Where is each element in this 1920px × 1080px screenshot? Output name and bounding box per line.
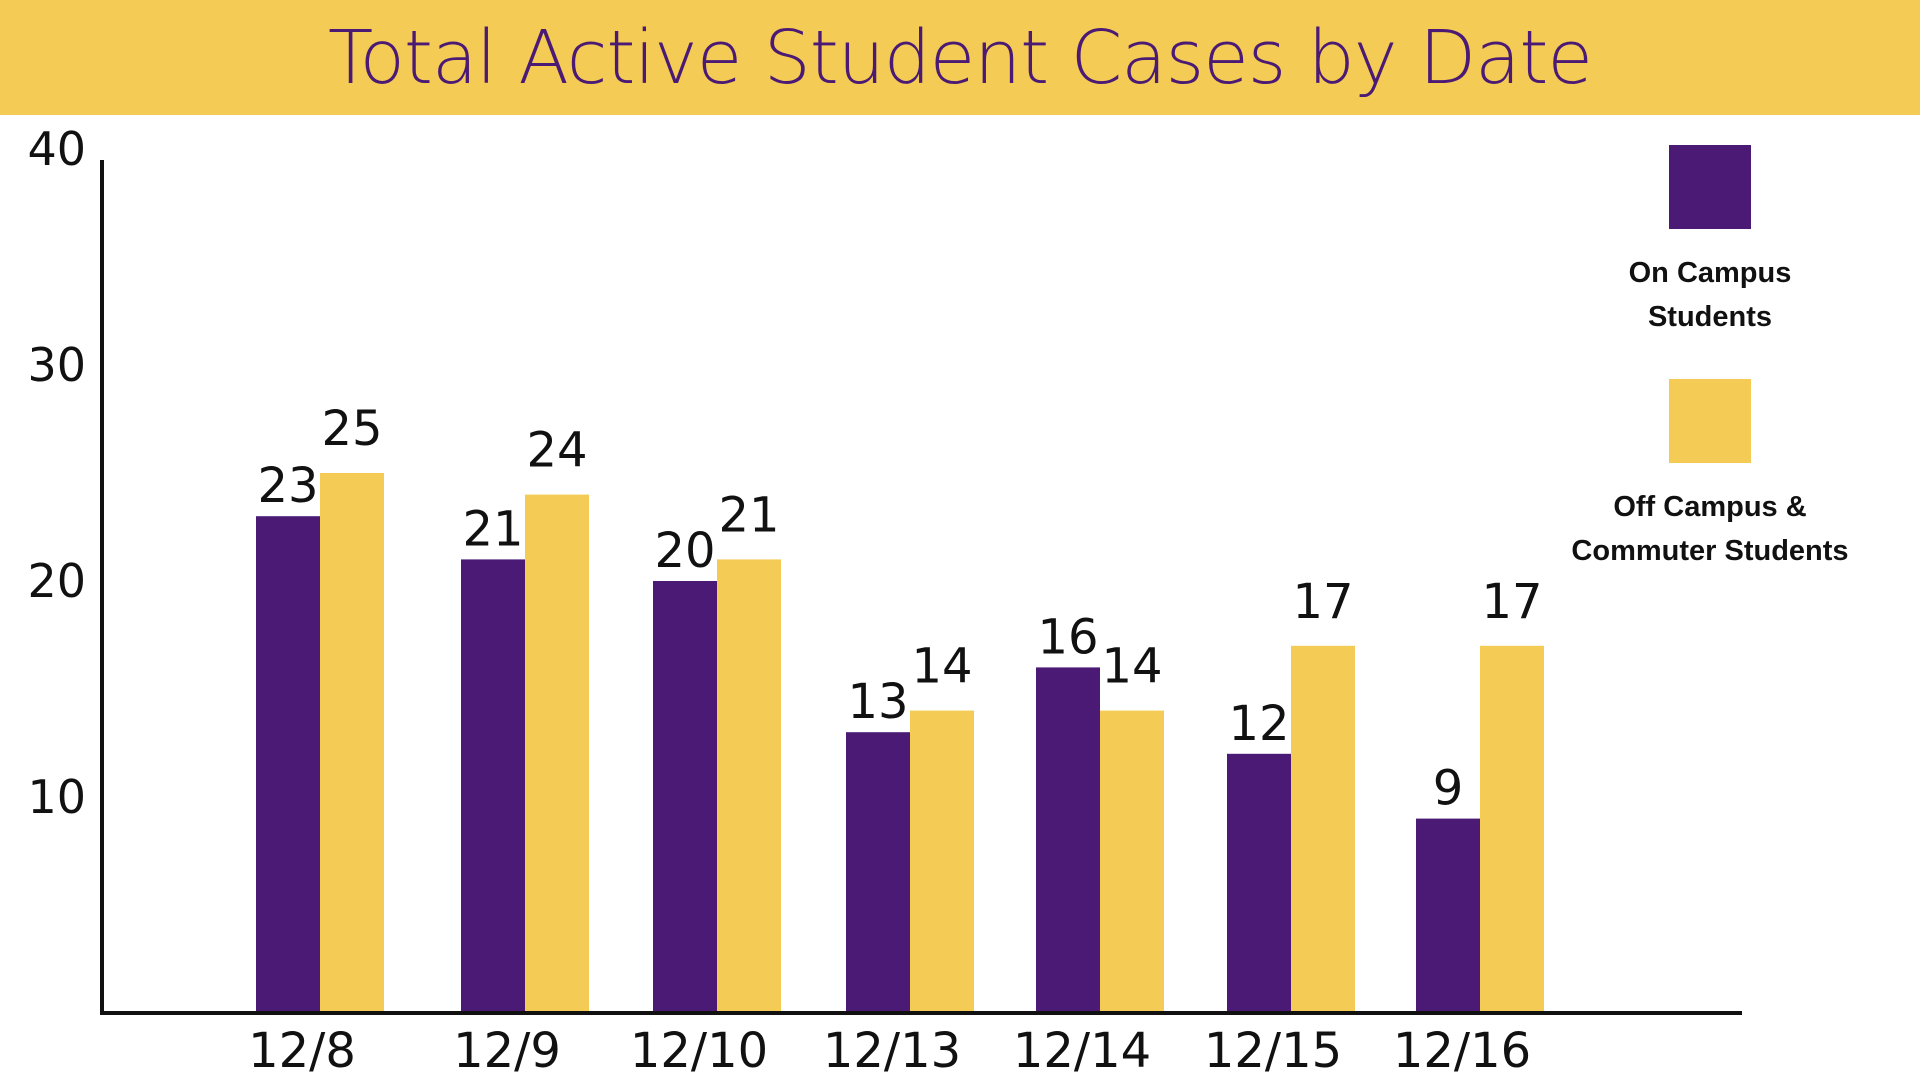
title-banner: Total Active Student Cases by Date [0,0,1920,115]
value-label-off-campus: 24 [526,423,587,479]
bar-on-campus [461,559,525,1013]
legend-label-line: Off Campus & [1613,491,1807,523]
legend-label-line: Students [1647,301,1773,333]
y-axis-ticks: 10 20 30 40 [27,122,86,824]
legend-item-on-campus: On Campus Students [1540,145,1880,339]
y-tick-label: 40 [27,122,86,176]
bar-off-campus [910,710,974,1013]
value-label-on-campus: 23 [257,458,318,514]
legend-label-on-campus: On Campus Students [1540,251,1880,339]
value-label-on-campus: 13 [847,674,908,730]
bars [256,473,1544,1014]
value-label-off-campus: 14 [1101,639,1162,695]
bar-on-campus [1227,753,1291,1013]
bar-on-campus [846,732,910,1013]
x-axis-category-labels: 12/8 12/9 12/10 12/13 12/14 12/15 12/16 [248,1023,1531,1079]
x-category-label: 12/16 [1393,1023,1531,1079]
x-category-label: 12/13 [823,1023,961,1079]
y-tick-label: 20 [27,554,86,608]
legend-label-off-campus: Off Campus & Commuter Students [1540,485,1880,573]
bar-on-campus [653,581,717,1013]
legend: On Campus Students Off Campus & Commuter… [1540,145,1880,573]
value-label-off-campus: 17 [1292,574,1353,630]
x-category-label: 12/9 [453,1023,561,1079]
x-category-label: 12/15 [1204,1023,1342,1079]
legend-swatch-off-campus [1669,379,1751,463]
bar-on-campus [1036,667,1100,1013]
bar-off-campus [525,494,589,1014]
bar-off-campus [320,473,384,1013]
value-label-off-campus: 21 [718,487,779,543]
legend-item-off-campus: Off Campus & Commuter Students [1540,379,1880,573]
value-label-on-campus: 20 [654,523,715,579]
bar-off-campus [1480,645,1544,1013]
y-tick-label: 30 [27,338,86,392]
legend-swatch-on-campus [1669,145,1751,229]
value-label-on-campus: 21 [462,501,523,557]
x-category-label: 12/14 [1013,1023,1151,1079]
bar-off-campus [717,559,781,1013]
x-category-label: 12/10 [630,1023,768,1079]
value-label-off-campus: 25 [321,401,382,457]
value-label-off-campus: 14 [911,639,972,695]
legend-label-line: On Campus [1628,257,1792,289]
legend-label-line: Commuter Students [1571,535,1849,567]
bar-off-campus [1291,645,1355,1013]
value-label-on-campus: 12 [1228,696,1289,752]
bar-off-campus [1100,710,1164,1013]
bar-on-campus [1416,818,1480,1013]
value-label-off-campus: 17 [1481,574,1542,630]
chart-title: Total Active Student Cases by Date [328,14,1593,101]
x-category-label: 12/8 [248,1023,356,1079]
y-tick-label: 10 [27,770,86,824]
value-label-on-campus: 16 [1037,609,1098,665]
bar-on-campus [256,516,320,1013]
value-label-on-campus: 9 [1433,761,1464,817]
